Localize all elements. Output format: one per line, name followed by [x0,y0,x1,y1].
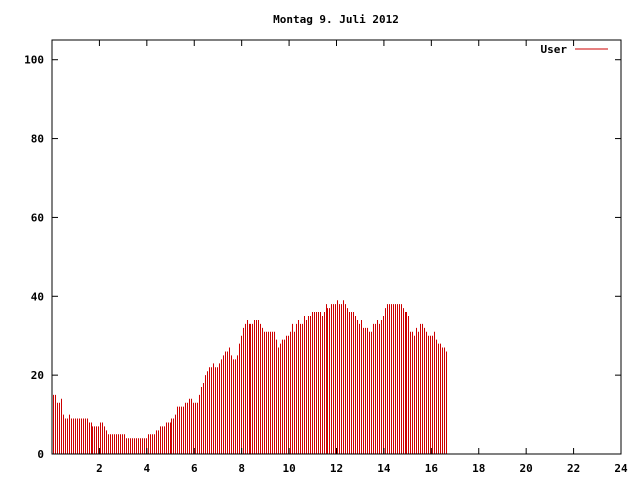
x-tick-label: 24 [614,462,628,475]
x-tick-label: 18 [472,462,485,475]
chart-title: Montag 9. Juli 2012 [273,13,399,26]
x-tick-label: 20 [520,462,533,475]
bars-layer [53,300,447,454]
x-tick-label: 12 [330,462,343,475]
x-tick-label: 10 [282,462,295,475]
y-tick-label: 0 [37,448,44,461]
plot-frame [51,39,622,455]
y-tick-label: 80 [31,133,44,146]
y-tick-label: 20 [31,369,44,382]
x-tick-label: 4 [144,462,151,475]
x-tick-label: 14 [377,462,391,475]
x-tick-label: 2 [96,462,103,475]
y-tick-label: 40 [31,290,44,303]
legend-label: User [541,43,568,56]
y-tick-label: 100 [24,54,44,67]
legend: User [541,43,608,56]
x-tick-label: 22 [567,462,580,475]
y-tick-label: 60 [31,211,44,224]
x-tick-label: 6 [191,462,198,475]
x-tick-label: 16 [425,462,439,475]
x-tick-label: 8 [238,462,245,475]
